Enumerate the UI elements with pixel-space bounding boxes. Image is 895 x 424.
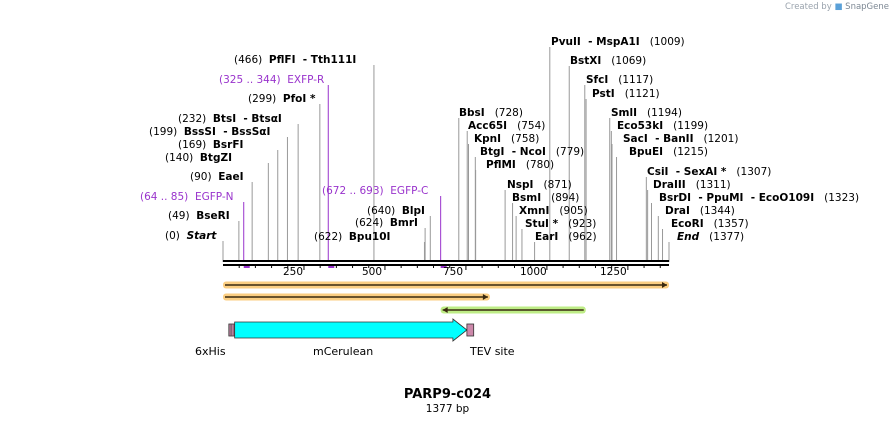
site-label-bseri[interactable]: (49) BseRI [168,210,230,222]
site-label-pvuii-mspa1i[interactable]: PvuII - MspA1I (1009) [551,36,685,48]
snapgene-logo-icon: ■ [834,2,843,12]
site-label-end[interactable]: End (1377) [677,231,745,243]
site-label-blpi[interactable]: (640) BlpI [367,205,425,217]
axis-tick-1000: 1000 [520,266,547,278]
axis-tick-250: 250 [283,266,304,278]
feature-mcerulean[interactable] [234,318,468,342]
feature-shape-mcerulean [234,318,468,342]
site-label-psti[interactable]: PstI (1121) [592,88,660,100]
site-label-btgzi[interactable]: (140) BtgZI [165,152,232,164]
site-label-pfoi[interactable]: (299) PfoI * [248,93,316,105]
site-label-bpu10i[interactable]: (622) Bpu10I [314,231,391,243]
site-label-draiii[interactable]: DraIII (1311) [653,179,731,191]
site-label-pflfi-tth111i[interactable]: (466) PflFI - Tth111I [234,54,357,66]
axis-tick-500: 500 [362,266,383,278]
site-label-nspi[interactable]: NspI (871) [507,179,572,191]
site-label-pflmi[interactable]: PflMI (780) [486,159,555,171]
sequence-bar-bottom [223,264,669,266]
site-label-xmni[interactable]: XmnI (905) [519,205,588,217]
site-label-egfp-n[interactable]: (64 .. 85) EGFP-N [140,191,234,203]
axis-tick-750: 750 [443,266,464,278]
site-label-start[interactable]: (0) Start [165,230,217,242]
site-label-btgi-ncoi[interactable]: BtgI - NcoI (779) [480,146,585,158]
orf-1-arrowhead [662,282,667,288]
ruler [223,260,669,270]
site-label-csii-sexai[interactable]: CsiI - SexAI * (1307) [647,166,772,178]
orf-1[interactable] [223,281,669,289]
site-label-egfp-c[interactable]: (672 .. 693) EGFP-C [322,185,429,197]
snapgene-credit: Created by ■ SnapGene [785,2,889,12]
site-label-ecori[interactable]: EcoRI (1357) [671,218,749,230]
site-label-btsi-bts-i[interactable]: (232) BtsI - BtsαI [178,113,282,125]
site-label-kpni[interactable]: KpnI (758) [474,133,540,145]
credit-brand: SnapGene [845,2,889,12]
site-label-smli[interactable]: SmlI (1194) [611,107,682,119]
site-label-bmri[interactable]: (624) BmrI [355,217,418,229]
site-label-bpuei[interactable]: BpuEI (1215) [629,146,709,158]
map-title: PARP9-c024 [403,387,492,402]
site-label-eco53ki[interactable]: Eco53kI (1199) [617,120,709,132]
site-label-bsrdi-ppumi-ecoo109i[interactable]: BsrDI - PpuMI - EcoO109I (1323) [659,192,860,204]
site-lines [222,47,670,268]
site-label-bsssi-bsss-i[interactable]: (199) BssSI - BssSαI [149,126,271,138]
feature-layer [228,318,475,342]
site-label-bstxi[interactable]: BstXI (1069) [570,55,647,67]
site-label-exfp-r[interactable]: (325 .. 344) EXFP-R [219,74,325,86]
orf-layer [223,281,669,314]
site-label-sfci[interactable]: SfcI (1117) [586,74,654,86]
site-label-bbsi[interactable]: BbsI (728) [459,107,523,119]
site-label-eari[interactable]: EarI (962) [535,231,597,243]
feature-label-tev-site: TEV site [470,345,515,358]
orf-2-arrowhead [482,294,488,300]
feature-shape-tev-site [466,323,475,337]
site-label-saci-banii[interactable]: SacI - BanII (1201) [623,133,739,145]
axis-tick-1250: 1250 [600,266,627,278]
orf-3[interactable] [440,306,586,314]
credit-prefix: Created by [784,2,832,12]
site-label-drai[interactable]: DraI (1344) [665,205,735,217]
sequence-bar-top [223,260,669,262]
site-label-bsmi[interactable]: BsmI (894) [512,192,580,204]
map-subtitle: 1377 bp [425,403,470,415]
feature-tev-site[interactable] [466,323,475,337]
site-label-stui[interactable]: StuI * (923) [525,218,597,230]
feature-label-6xhis: 6xHis [195,345,226,358]
orf-3-arrowhead [442,307,448,313]
feature-label-mcerulean: mCerulean [313,345,374,358]
site-label-bsrfi[interactable]: (169) BsrFI [178,139,244,151]
orf-2[interactable] [223,293,490,301]
site-label-eaei[interactable]: (90) EaeI [190,171,244,183]
site-label-acc65i[interactable]: Acc65I (754) [468,120,546,132]
